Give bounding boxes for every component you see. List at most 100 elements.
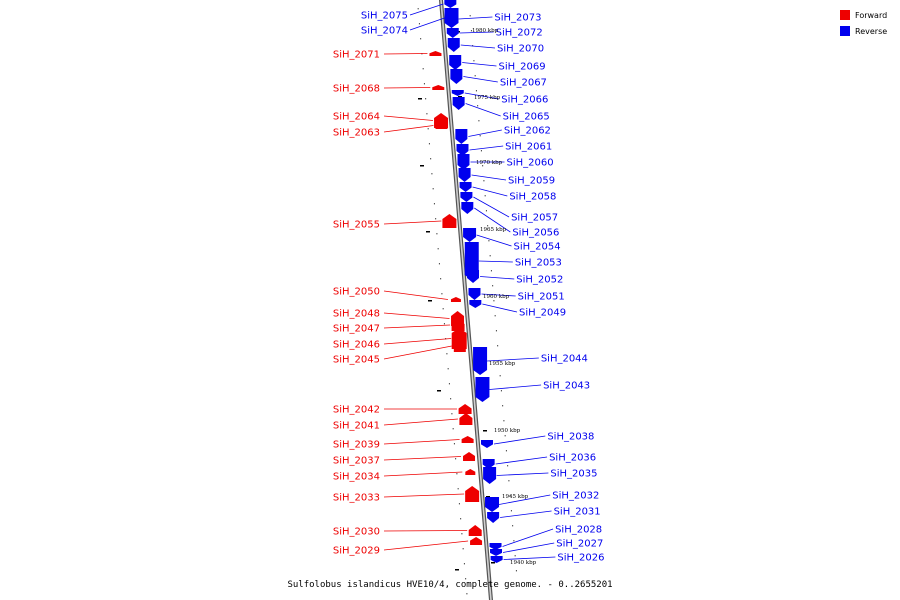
guide-dot bbox=[483, 180, 485, 182]
gene-arrow-reverse bbox=[483, 467, 497, 484]
gene-label-forward: SiH_2034 bbox=[333, 472, 380, 483]
gene-arrow-forward bbox=[429, 51, 442, 56]
gene-arrow-reverse bbox=[449, 55, 462, 70]
label-leader-reverse bbox=[460, 44, 496, 49]
label-leader-forward bbox=[383, 312, 450, 319]
guide-dot bbox=[514, 555, 516, 557]
guide-dot bbox=[437, 248, 439, 250]
guide-dot bbox=[460, 518, 462, 520]
gene-arrow-reverse bbox=[468, 288, 481, 300]
gene-arrow-reverse bbox=[460, 192, 473, 202]
guide-dot bbox=[447, 368, 449, 370]
gene-arrow-reverse bbox=[482, 459, 495, 469]
guide-dot bbox=[450, 398, 452, 400]
tick-mark bbox=[420, 165, 424, 167]
guide-dot bbox=[493, 300, 495, 302]
gene-arrow-reverse bbox=[490, 556, 503, 563]
gene-arrow-forward bbox=[450, 297, 461, 302]
label-leader-reverse bbox=[468, 129, 502, 137]
gene-label-reverse: SiH_2032 bbox=[552, 491, 599, 502]
guide-dot bbox=[474, 75, 476, 77]
gene-arrow-reverse bbox=[473, 347, 488, 375]
label-leader-forward bbox=[383, 115, 434, 121]
guide-dot bbox=[488, 240, 490, 242]
gene-arrow-reverse bbox=[444, 0, 457, 8]
gene-arrow-forward bbox=[432, 85, 445, 90]
label-leader-reverse bbox=[473, 196, 510, 218]
gene-arrow-reverse bbox=[489, 543, 502, 550]
gene-label-forward: SiH_2039 bbox=[333, 440, 380, 451]
label-leader-reverse bbox=[496, 472, 549, 476]
label-leader-forward bbox=[383, 324, 451, 329]
position-tick-label: 1965 kbp bbox=[480, 227, 507, 233]
guide-dot bbox=[485, 210, 487, 212]
gene-arrow-reverse bbox=[487, 512, 500, 523]
guide-dot bbox=[502, 405, 504, 407]
gene-label-reverse: SiH_2058 bbox=[509, 192, 556, 203]
gene-arrow-reverse bbox=[456, 144, 469, 156]
guide-dot bbox=[466, 593, 468, 595]
legend-swatch-reverse bbox=[840, 26, 850, 36]
guide-dot bbox=[495, 330, 497, 332]
guide-dot bbox=[478, 120, 480, 122]
label-leader-forward bbox=[383, 338, 452, 345]
tick-mark bbox=[428, 300, 432, 302]
gene-arrow-reverse bbox=[459, 182, 472, 192]
guide-dot bbox=[422, 68, 424, 70]
gene-arrow-reverse bbox=[451, 90, 464, 96]
guide-dot bbox=[482, 165, 484, 167]
tick-mark bbox=[491, 562, 495, 564]
guide-dot bbox=[458, 503, 460, 505]
gene-label-reverse: SiH_2065 bbox=[503, 112, 550, 123]
guide-dot bbox=[470, 30, 472, 32]
label-leader-reverse bbox=[502, 542, 555, 553]
guide-dot bbox=[503, 420, 505, 422]
gene-label-forward: SiH_2064 bbox=[333, 112, 380, 123]
guide-dot bbox=[420, 38, 422, 40]
gene-label-reverse: SiH_2038 bbox=[547, 432, 594, 443]
label-leader-reverse bbox=[498, 494, 551, 505]
gene-arrow-reverse bbox=[490, 549, 503, 556]
guide-dot bbox=[499, 375, 501, 377]
guide-dot bbox=[484, 195, 486, 197]
gene-arrow-reverse bbox=[458, 168, 471, 182]
guide-dot bbox=[461, 533, 463, 535]
gene-label-forward: SiH_2045 bbox=[333, 355, 380, 366]
label-leader-reverse bbox=[465, 103, 501, 117]
gene-label-forward: SiH_2047 bbox=[333, 324, 380, 335]
guide-dot bbox=[489, 255, 491, 257]
guide-dot bbox=[465, 578, 467, 580]
guide-dot bbox=[433, 203, 435, 205]
guide-dot bbox=[417, 8, 419, 10]
guide-dot bbox=[457, 488, 459, 490]
label-leader-reverse bbox=[493, 435, 546, 445]
tick-mark bbox=[486, 496, 490, 498]
gene-label-forward: SiH_2037 bbox=[333, 456, 380, 467]
label-leader-reverse bbox=[471, 174, 507, 181]
gene-arrow-reverse bbox=[467, 270, 480, 283]
gene-label-forward: SiH_2041 bbox=[333, 421, 380, 432]
guide-dot bbox=[505, 450, 507, 452]
guide-dot bbox=[487, 225, 489, 227]
gene-arrow-forward bbox=[465, 469, 476, 475]
gene-arrow-forward bbox=[458, 404, 472, 414]
gene-label-forward: SiH_2033 bbox=[333, 493, 380, 504]
guide-dot bbox=[455, 458, 457, 460]
guide-dot bbox=[428, 143, 430, 145]
gene-label-forward: SiH_2030 bbox=[333, 527, 380, 538]
label-leader-reverse bbox=[409, 3, 444, 16]
label-leader-reverse bbox=[463, 76, 498, 83]
gene-arrow-reverse bbox=[450, 69, 463, 84]
gene-label-reverse: SiH_2027 bbox=[556, 539, 603, 550]
genome-caption: Sulfolobus islandicus HVE10/4, complete … bbox=[287, 580, 612, 590]
guide-dot bbox=[475, 90, 477, 92]
label-leader-reverse bbox=[502, 528, 554, 547]
guide-dot bbox=[490, 270, 492, 272]
gene-label-reverse: SiH_2074 bbox=[361, 26, 408, 37]
gene-arrow-reverse bbox=[485, 497, 500, 512]
gene-label-reverse: SiH_2036 bbox=[549, 453, 596, 464]
label-leader-forward bbox=[383, 125, 434, 133]
guide-dot bbox=[427, 128, 429, 130]
guide-dot bbox=[480, 150, 482, 152]
